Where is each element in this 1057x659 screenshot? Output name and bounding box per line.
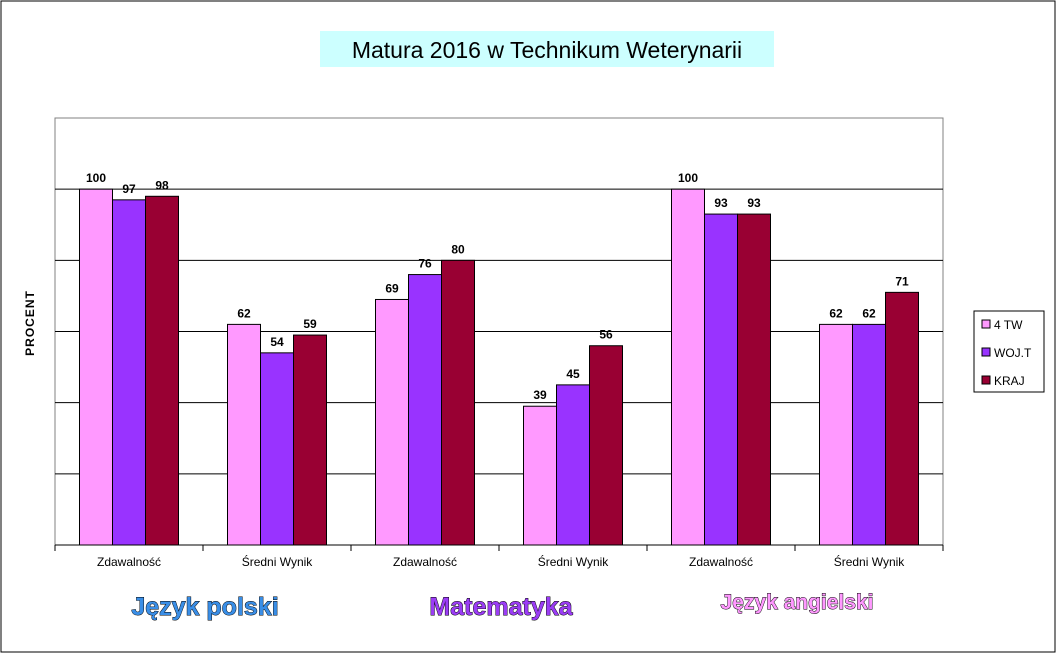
- data-label: 71: [895, 274, 909, 288]
- data-label: 62: [829, 306, 843, 320]
- x-tick-label: Zdawalność: [689, 555, 753, 569]
- legend-swatch: [981, 319, 991, 329]
- bar: [704, 213, 738, 546]
- subject-label: Język polski: [131, 593, 278, 621]
- data-label: 62: [862, 306, 876, 320]
- data-label: 93: [747, 196, 761, 210]
- data-label: 45: [566, 367, 580, 381]
- x-axis-ticks: Zdawalność Średni Wynik Zdawalność Średni W…: [54, 545, 944, 569]
- x-tick-label: Średni Wynik: [242, 554, 314, 569]
- y-axis-label: PROCENT: [23, 290, 37, 356]
- data-label: 56: [599, 328, 613, 342]
- data-label: 100: [678, 171, 698, 185]
- data-labels: 100 62 69 39 100 62 97 54 76 45 93 62 98 59 80 56 93 71: [86, 171, 909, 402]
- chart-title-background: [320, 31, 774, 67]
- bar: [260, 352, 294, 546]
- bar: [819, 323, 853, 546]
- gridlines: [55, 188, 943, 475]
- bar: [441, 259, 475, 546]
- data-label: 69: [385, 281, 399, 295]
- bar: [589, 345, 623, 546]
- bar: [112, 199, 146, 546]
- subject-label: Język angielski: [721, 591, 874, 614]
- legend-entry: WOJ.T: [994, 346, 1032, 360]
- chart-title: Matura 2016 w Technikum Weterynarii: [352, 37, 742, 63]
- data-label: 93: [714, 196, 728, 210]
- bar: [145, 195, 179, 546]
- bar: [375, 298, 409, 546]
- data-label: 97: [122, 182, 136, 196]
- bar: [227, 323, 261, 546]
- data-label: 80: [451, 242, 465, 256]
- legend: 4 TW WOJ.T KRAJ: [973, 310, 1045, 393]
- data-label: 59: [303, 317, 317, 331]
- bar: [293, 334, 327, 546]
- data-label: 54: [270, 335, 284, 349]
- x-tick-label: Średni Wynik: [538, 554, 610, 569]
- bar: [408, 274, 442, 546]
- data-label: 100: [86, 171, 106, 185]
- bars: [79, 188, 919, 546]
- bar: [852, 323, 886, 546]
- bar: [556, 384, 590, 546]
- bar: [523, 405, 557, 546]
- subject-labels: Język polski Matematyka Język angielski: [131, 591, 874, 622]
- bar: [885, 291, 919, 546]
- legend-entry: KRAJ: [994, 374, 1025, 388]
- subject-label: Matematyka: [429, 593, 573, 621]
- x-tick-label: Średni Wynik: [834, 554, 906, 569]
- legend-entry: 4 TW: [994, 318, 1023, 332]
- data-label: 62: [237, 306, 251, 320]
- legend-swatch: [981, 347, 991, 357]
- x-tick-label: Zdawalność: [393, 555, 457, 569]
- data-label: 39: [533, 388, 547, 402]
- legend-swatch: [981, 375, 991, 385]
- data-label: 98: [155, 178, 169, 192]
- bar: [737, 213, 771, 546]
- x-tick-label: Zdawalność: [97, 555, 161, 569]
- bar: [79, 188, 113, 546]
- bar: [671, 188, 705, 546]
- data-label: 76: [418, 257, 432, 271]
